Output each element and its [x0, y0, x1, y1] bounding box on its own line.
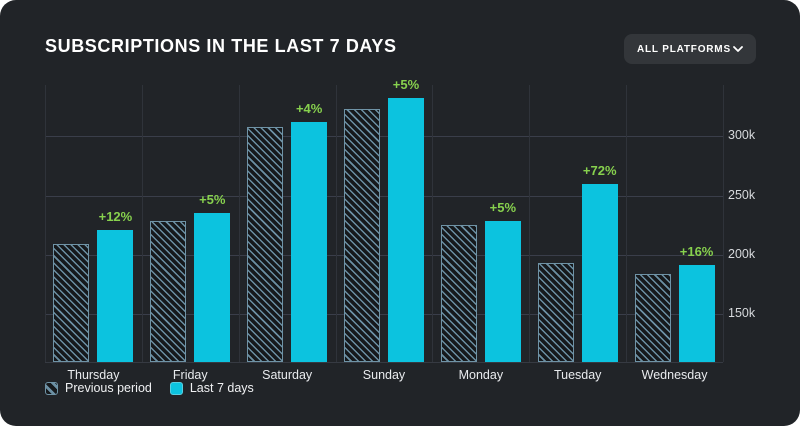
x-axis-line: [45, 362, 723, 363]
cyan-swatch-icon: [169, 381, 183, 395]
chart-legend: Previous period Last 7 days: [45, 381, 254, 395]
x-axis-label: Monday: [458, 368, 504, 382]
change-label: +5%: [392, 77, 420, 93]
y-axis-tick: 250k: [728, 187, 756, 202]
gridline-horizontal: [45, 255, 723, 256]
legend-label: Last 7 days: [189, 381, 254, 395]
platform-dropdown[interactable]: ALL PLATFORMS: [624, 34, 756, 64]
bar-previous-period: [150, 220, 187, 362]
platform-dropdown-label: ALL PLATFORMS: [637, 43, 731, 55]
gridline-vertical: [626, 85, 628, 362]
change-label: +5%: [489, 199, 517, 215]
gridline-vertical: [335, 85, 337, 362]
change-label: +72%: [582, 162, 617, 178]
bar-last-7-days: [194, 213, 231, 362]
bar-last-7-days: [388, 98, 424, 362]
chevron-down-icon: [733, 46, 743, 52]
page-title: SUBSCRIPTIONS IN THE LAST 7 DAYS: [45, 36, 397, 56]
change-label: +5%: [199, 192, 226, 208]
legend-label: Previous period: [65, 381, 152, 395]
x-axis-label: Sunday: [362, 368, 406, 382]
bar-last-7-days: [484, 220, 521, 362]
hatched-swatch-icon: [45, 381, 58, 395]
change-label: +16%: [679, 243, 714, 259]
bar-previous-period: [440, 225, 477, 362]
y-axis-tick: 150k: [728, 306, 756, 321]
bar-previous-period: [634, 274, 671, 362]
gridline-horizontal: [45, 195, 723, 197]
bar-last-7-days: [291, 121, 328, 362]
change-label: +12%: [98, 209, 133, 225]
bar-previous-period: [537, 263, 574, 362]
bar-last-7-days: [581, 183, 618, 362]
gridline-vertical: [238, 85, 240, 362]
gridline-horizontal: [45, 314, 723, 316]
bar-last-7-days: [678, 264, 715, 362]
x-axis-label: Friday: [172, 368, 208, 382]
y-axis-tick: 300k: [728, 128, 756, 143]
x-axis-label: Saturday: [262, 368, 313, 382]
x-axis-label: Tuesday: [553, 368, 602, 382]
change-label: +4%: [295, 100, 323, 116]
x-axis-label: Thursday: [67, 368, 120, 382]
legend-item-last-7-days: Last 7 days: [169, 381, 254, 395]
y-axis-tick: 200k: [728, 247, 756, 261]
bar-previous-period: [53, 244, 90, 362]
gridline-vertical: [45, 85, 46, 362]
bar-previous-period: [344, 108, 380, 362]
gridline-vertical: [529, 85, 531, 362]
gridline-vertical: [432, 85, 434, 362]
gridline-vertical: [723, 85, 724, 362]
bar-last-7-days: [97, 230, 134, 362]
legend-item-previous-period: Previous period: [45, 381, 152, 395]
gridline-vertical: [141, 85, 143, 362]
bar-previous-period: [247, 126, 284, 362]
gridline-horizontal: [45, 136, 723, 138]
x-axis-label: Wednesday: [641, 368, 708, 382]
